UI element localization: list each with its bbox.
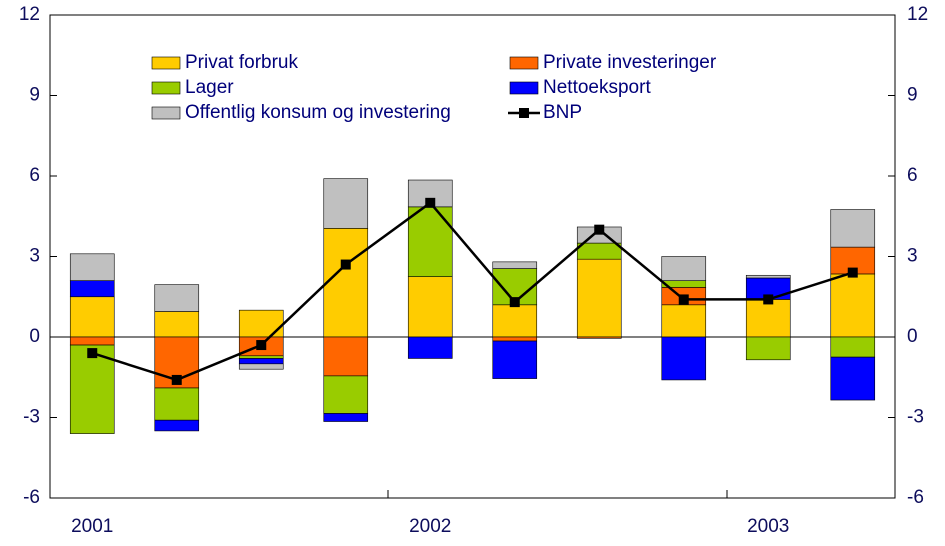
y-tick-label: 12: [19, 4, 40, 25]
legend-swatch: [509, 81, 539, 95]
bar-segment: [154, 419, 200, 432]
bar-segment: [154, 284, 200, 312]
bar-segment: [69, 253, 115, 281]
x-tick-label: 2002: [409, 516, 451, 537]
bar-segment: [238, 355, 284, 359]
y-tick-label: 0: [29, 326, 40, 347]
line-marker: [87, 348, 98, 359]
legend-swatch: [151, 106, 181, 120]
bar-segment: [323, 413, 369, 422]
bar-segment: [661, 256, 707, 281]
y2-tick-label: 12: [907, 4, 928, 25]
line-marker: [425, 197, 436, 208]
y2-tick-label: -3: [907, 407, 924, 428]
legend-label: Offentlig konsum og investering: [185, 102, 451, 123]
legend-label: Nettoeksport: [543, 77, 651, 98]
bar-segment: [830, 209, 876, 248]
bar-segment: [830, 273, 876, 338]
line: [91, 201, 854, 382]
line-marker: [340, 259, 351, 270]
bar-segment: [745, 274, 791, 279]
bar-segment: [492, 304, 538, 338]
y2-tick-label: 0: [907, 326, 918, 347]
y-tick-label: 6: [29, 165, 40, 186]
bar-segment: [661, 336, 707, 381]
bar-segment: [407, 276, 453, 338]
bar-segment: [492, 261, 538, 269]
bar-segment: [238, 363, 284, 370]
bar-segment: [69, 336, 115, 346]
bar-segment: [745, 299, 791, 338]
bar-segment: [323, 178, 369, 229]
y-tick-label: 9: [29, 85, 40, 106]
y-tick-label: -3: [23, 407, 40, 428]
bar-segment: [576, 258, 622, 338]
x-tick-label: 2001: [71, 516, 113, 537]
bar-segment: [323, 228, 369, 338]
line-marker: [171, 374, 182, 385]
line-marker: [847, 267, 858, 278]
legend-swatch: [509, 56, 539, 70]
legend-swatch: [151, 56, 181, 70]
y2-tick-label: 3: [907, 246, 918, 267]
legend-label: Privat forbruk: [185, 52, 298, 73]
y-tick-label: 3: [29, 246, 40, 267]
bar-segment: [576, 242, 622, 260]
bar-segment: [745, 336, 791, 361]
line-marker: [509, 297, 520, 308]
bar-segment: [576, 336, 622, 339]
bar-segment: [830, 356, 876, 401]
bar-segment: [661, 304, 707, 338]
legend-marker: [519, 108, 529, 118]
y2-tick-label: -6: [907, 487, 924, 508]
bar-segment: [830, 336, 876, 358]
bar-segment: [492, 340, 538, 379]
legend-label: Private investeringer: [543, 52, 717, 73]
bar-segment: [407, 336, 453, 359]
legend-label: Lager: [185, 77, 234, 98]
x-tick-label: 2003: [747, 516, 789, 537]
line-marker: [256, 340, 267, 351]
bar-segment: [238, 358, 284, 365]
y-tick-label: -6: [23, 487, 40, 508]
bar-segment: [492, 336, 538, 342]
bar-segment: [69, 296, 115, 338]
y2-tick-label: 9: [907, 85, 918, 106]
bar-segment: [407, 179, 453, 208]
line-marker: [763, 294, 774, 305]
bar-segment: [69, 344, 115, 434]
legend-label: BNP: [543, 102, 582, 123]
bar-segment: [154, 387, 200, 421]
bar-segment: [69, 280, 115, 298]
y2-tick-label: 6: [907, 165, 918, 186]
line-marker: [594, 224, 605, 235]
bar-segment: [154, 311, 200, 338]
bar-segment: [323, 375, 369, 414]
bar-segment: [407, 206, 453, 277]
line-marker: [678, 294, 689, 305]
bar-segment: [238, 309, 284, 338]
legend-swatch: [151, 81, 181, 95]
bar-segment: [323, 336, 369, 377]
